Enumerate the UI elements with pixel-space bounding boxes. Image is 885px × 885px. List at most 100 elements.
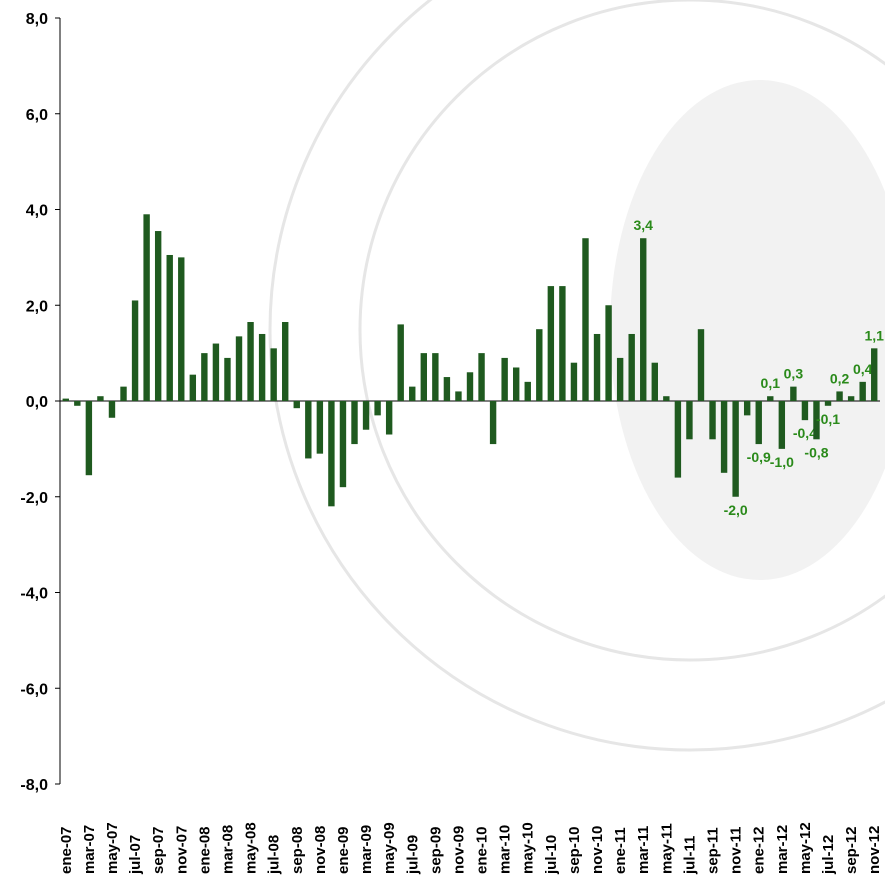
x-tick-label: jul-07 xyxy=(127,835,144,875)
bar xyxy=(640,238,647,401)
data-label: -1,0 xyxy=(770,454,794,470)
data-label: -0,8 xyxy=(804,444,828,460)
bar xyxy=(582,238,589,401)
x-tick-label: sep-11 xyxy=(705,827,722,874)
bar xyxy=(120,386,127,401)
bar xyxy=(570,362,578,401)
x-tick-label: ene-11 xyxy=(612,827,629,874)
x-tick-label: mar-10 xyxy=(497,825,514,874)
x-tick-label: sep-08 xyxy=(289,826,306,874)
x-tick-label: nov-11 xyxy=(728,826,745,874)
bar xyxy=(709,401,716,440)
data-label: 0,1 xyxy=(761,375,781,391)
x-tick-label: jul-12 xyxy=(820,835,837,875)
bar xyxy=(697,329,705,401)
bar xyxy=(732,401,739,497)
bar xyxy=(847,396,855,401)
bar xyxy=(616,357,624,401)
bar xyxy=(212,343,220,401)
bar xyxy=(767,396,774,401)
x-tick-label: jul-10 xyxy=(543,835,560,875)
data-label: 0,4 xyxy=(853,361,873,377)
bar xyxy=(143,214,150,401)
bar xyxy=(189,374,197,401)
x-tick-label: ene-12 xyxy=(751,826,768,874)
data-label: 3,4 xyxy=(634,217,654,233)
bar xyxy=(154,231,162,401)
bar xyxy=(593,333,601,401)
bar xyxy=(790,386,797,401)
x-tick-label: nov-08 xyxy=(312,826,329,874)
x-tick-label: may-10 xyxy=(520,822,537,874)
bar xyxy=(339,401,347,488)
bar xyxy=(778,401,786,449)
data-label: -2,0 xyxy=(724,502,748,518)
bar xyxy=(316,401,324,454)
bar xyxy=(282,322,289,401)
bar xyxy=(97,396,104,401)
bar xyxy=(536,329,543,401)
bar xyxy=(270,348,277,401)
x-tick-label: nov-10 xyxy=(589,826,606,874)
x-tick-label: ene-09 xyxy=(335,826,352,874)
x-tick-label: sep-09 xyxy=(427,826,444,874)
x-tick-label: mar-08 xyxy=(219,825,236,874)
bar xyxy=(836,391,843,401)
bar xyxy=(755,401,762,445)
data-label: -0,4 xyxy=(793,425,817,441)
x-tick-label: ene-10 xyxy=(474,826,491,874)
x-tick-label: ene-07 xyxy=(58,826,75,874)
bar xyxy=(547,286,555,401)
x-tick-label: jul-09 xyxy=(404,835,421,875)
data-label: 0,3 xyxy=(784,366,804,382)
bar xyxy=(178,257,185,401)
x-tick-label: mar-11 xyxy=(635,826,652,874)
y-tick-label: 0,0 xyxy=(26,394,48,411)
y-tick-label: -6,0 xyxy=(20,681,48,698)
x-tick-label: nov-07 xyxy=(173,826,190,874)
x-tick-label: mar-09 xyxy=(358,825,375,874)
bar xyxy=(859,381,866,401)
bar xyxy=(559,286,566,401)
bar xyxy=(871,348,878,401)
bar xyxy=(432,353,439,401)
x-tick-label: sep-12 xyxy=(843,826,860,874)
bar xyxy=(293,401,300,409)
y-tick-label: 4,0 xyxy=(26,203,48,220)
bar xyxy=(305,401,312,459)
bar xyxy=(108,401,116,418)
bar xyxy=(374,401,381,416)
x-tick-label: may-12 xyxy=(797,822,814,874)
x-tick-label: may-08 xyxy=(243,822,260,874)
x-tick-label: mar-12 xyxy=(774,825,791,874)
bar xyxy=(247,322,254,401)
bar xyxy=(628,333,635,401)
bar xyxy=(85,401,93,476)
bar xyxy=(824,401,832,406)
bar xyxy=(743,401,751,416)
y-tick-label: -2,0 xyxy=(20,490,48,507)
bar xyxy=(362,401,370,430)
bar xyxy=(385,401,393,435)
bar xyxy=(524,381,531,401)
bar xyxy=(351,401,358,445)
bar xyxy=(455,391,462,401)
bar xyxy=(235,336,243,401)
x-tick-label: sep-10 xyxy=(566,826,583,874)
bar xyxy=(224,357,231,401)
y-tick-label: 6,0 xyxy=(26,107,48,124)
x-tick-label: sep-07 xyxy=(150,826,167,874)
bar xyxy=(443,377,451,401)
bar xyxy=(651,362,658,401)
y-tick-label: -4,0 xyxy=(20,586,48,603)
x-tick-label: jul-08 xyxy=(266,835,283,875)
bar xyxy=(62,398,69,401)
x-tick-label: ene-08 xyxy=(196,826,213,874)
bar xyxy=(674,401,682,478)
bar xyxy=(478,353,485,401)
y-tick-label: 2,0 xyxy=(26,298,48,315)
y-tick-label: 8,0 xyxy=(26,11,48,28)
data-label: -0,1 xyxy=(816,411,840,427)
